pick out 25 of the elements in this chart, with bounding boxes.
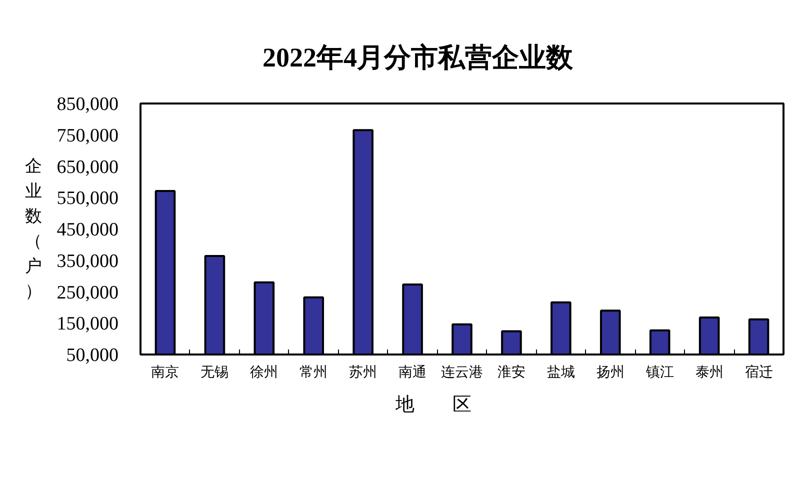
- y-tick-label: 750,000: [56, 125, 118, 146]
- x-tick-label: 淮安: [497, 364, 526, 380]
- y-tick-label: 250,000: [56, 282, 118, 304]
- y-axis-title: 企业数（户）: [24, 156, 42, 302]
- x-tick-label: 盐城: [546, 364, 575, 380]
- x-tick-label: 宿迁: [744, 364, 773, 380]
- x-tick-label: 常州: [300, 364, 328, 380]
- x-tick-label: 南通: [398, 364, 427, 380]
- y-tick-label: 650,000: [56, 156, 118, 178]
- x-tick-label: 苏州: [349, 364, 378, 380]
- y-tick-label: 550,000: [56, 188, 118, 210]
- x-tick-label: 连云港: [441, 364, 483, 380]
- y-tick-label: 450,000: [56, 220, 118, 240]
- x-tick-label: 泰州: [695, 364, 724, 380]
- chart-title: 2022年4月分市私营企业数: [262, 42, 574, 72]
- x-tick-label: 徐州: [250, 364, 278, 380]
- x-tick-label: 无锡: [200, 364, 229, 380]
- x-tick-label: 镇江: [644, 364, 674, 380]
- y-tick-label: 850,000: [56, 94, 118, 115]
- y-tick-label: 50,000: [66, 345, 118, 366]
- y-tick-label: 150,000: [56, 314, 118, 335]
- x-tick-label: 南京: [151, 364, 180, 380]
- y-tick-label: 350,000: [56, 250, 118, 272]
- x-tick-label: 扬州: [596, 364, 624, 380]
- x-axis-title: 地 区: [394, 394, 472, 416]
